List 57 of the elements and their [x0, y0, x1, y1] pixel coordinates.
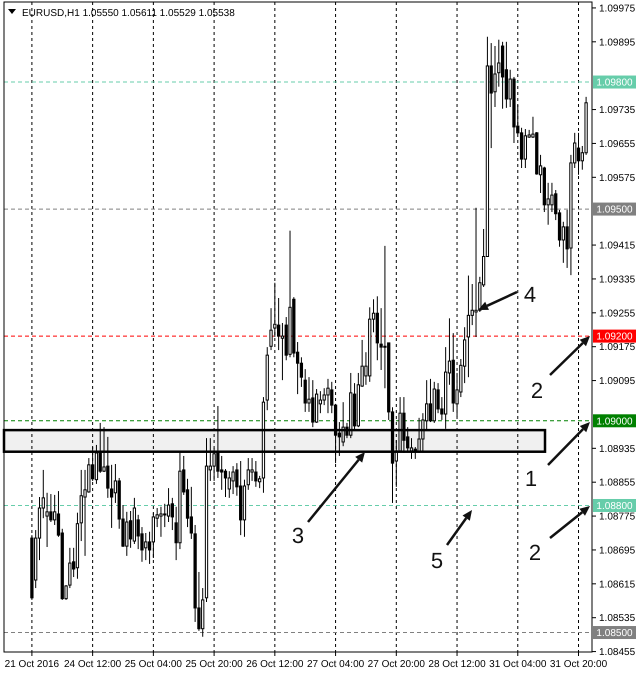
annotation: 3	[292, 523, 304, 548]
annotation: 1	[524, 466, 538, 491]
text: EURUSD,H1 1.05550 1.05611 1.05529 1.05538	[22, 8, 236, 19]
annotation: 2	[528, 540, 542, 565]
y-tick-label: 1.09335	[599, 274, 636, 286]
y-tick-label: 1.09895	[599, 37, 636, 48]
y-tick-label: 1.09655	[599, 138, 636, 150]
candlestick	[466, 275, 470, 378]
x-tick-label: 31 Oct 04:00	[489, 659, 547, 670]
candlestick	[254, 460, 258, 488]
y-tick-label: 1.09735	[599, 105, 636, 116]
ref-line-label: 1.08800	[596, 500, 634, 512]
y-tick-label: 1.08535	[599, 613, 636, 624]
annotation: 4	[524, 282, 536, 307]
y-tick-label: 1.09095	[599, 376, 636, 388]
ref-line-label: 1.09500	[596, 204, 634, 216]
x-tick-label: 27 Oct 20:00	[368, 659, 426, 670]
candlestick	[144, 532, 148, 561]
y-tick-label: 1.08855	[599, 478, 636, 489]
ref-line-label: 1.09200	[596, 332, 634, 343]
x-tick-label: 26 Oct 12:00	[246, 659, 304, 670]
ref-line-label: 1.09800	[596, 78, 634, 89]
candlestick	[159, 506, 163, 538]
candlestick	[250, 458, 254, 482]
y-tick-label: 1.08615	[599, 579, 636, 590]
ref-line-label: 1.09000	[596, 416, 634, 428]
x-tick-label: 21 Oct 2016	[4, 659, 60, 670]
candlestick	[280, 322, 284, 381]
candlestick	[326, 378, 330, 414]
x-tick-label: 31 Oct 20:00	[550, 659, 608, 670]
x-tick-label: 28 Oct 12:00	[428, 659, 486, 670]
candlestick	[163, 503, 166, 528]
y-tick-label: 1.08455	[599, 647, 636, 658]
x-tick-label: 25 Oct 04:00	[124, 659, 182, 670]
candlestick	[269, 308, 273, 351]
y-tick-label: 1.08935	[599, 444, 636, 455]
y-tick-label: 1.08775	[599, 512, 636, 523]
candlestick	[410, 438, 414, 460]
x-tick-label: 27 Oct 04:00	[306, 659, 365, 670]
candlestick	[428, 378, 432, 423]
candlestick	[224, 468, 228, 498]
y-tick-label: 1.09575	[599, 172, 636, 184]
y-tick-label: 1.09975	[599, 3, 636, 14]
y-tick-label: 1.09415	[599, 240, 636, 252]
candlestick	[524, 128, 528, 168]
candlestick	[474, 207, 478, 338]
ref-line-label: 1.08500	[596, 628, 634, 640]
y-tick-label: 1.09175	[599, 342, 636, 354]
candlestick	[231, 466, 235, 495]
annotation: 2	[530, 378, 544, 403]
y-tick-label: 1.08695	[599, 545, 636, 556]
annotation: 5	[430, 548, 444, 573]
x-tick-label: 24 Oct 12:00	[64, 659, 122, 670]
x-tick-label: 25 Oct 20:00	[185, 659, 244, 670]
y-tick-label: 1.09255	[599, 308, 636, 320]
candlestick	[493, 46, 497, 108]
candlestick	[550, 182, 554, 213]
